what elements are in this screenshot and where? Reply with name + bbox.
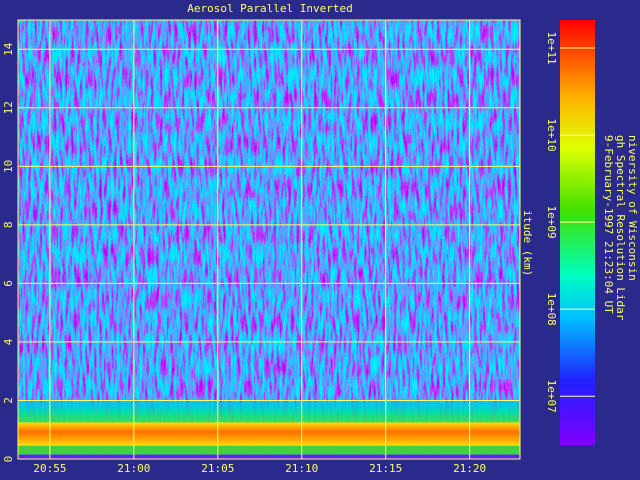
colorbar xyxy=(560,20,595,445)
heatmap-layer xyxy=(18,401,520,423)
x-tick-label: 20:55 xyxy=(33,462,66,475)
heatmap-layer xyxy=(18,422,520,446)
annotation: niversity of Wisconsin xyxy=(626,135,639,281)
colorbar-tick-label: 1e+08 xyxy=(545,293,558,326)
colorbar-tick-label: 1e+11 xyxy=(545,31,558,64)
colorbar-tick-label: 1e+09 xyxy=(545,206,558,239)
y-tick-label: 10 xyxy=(2,160,15,173)
y-axis-label: itude (km) xyxy=(521,210,534,276)
x-tick-label: 21:20 xyxy=(453,462,486,475)
heatmap-texture xyxy=(18,20,520,459)
annotation: 9-February-1997 21:23:04 UT xyxy=(602,135,615,314)
y-tick-label: 6 xyxy=(2,280,15,287)
y-tick-label: 0 xyxy=(2,456,15,463)
x-tick-label: 21:10 xyxy=(285,462,318,475)
colorbar-tick-label: 1e+10 xyxy=(545,119,558,152)
x-tick-label: 21:05 xyxy=(201,462,234,475)
x-tick-label: 21:00 xyxy=(117,462,150,475)
y-tick-label: 12 xyxy=(2,101,15,114)
plot-frame xyxy=(17,19,521,460)
heatmap-layer xyxy=(18,454,520,459)
colorbar-tick-label: 1e+07 xyxy=(545,380,558,413)
y-tick-label: 8 xyxy=(2,222,15,229)
chart-title: Aerosol Parallel Inverted xyxy=(187,2,353,15)
y-tick-label: 4 xyxy=(2,338,15,345)
plot-area xyxy=(18,20,520,459)
y-tick-label: 2 xyxy=(2,397,15,404)
heatmap-layer xyxy=(18,445,520,455)
x-tick-label: 21:15 xyxy=(369,462,402,475)
annotation: gh Spectral Resolution Lidar xyxy=(614,135,627,321)
y-tick-label: 14 xyxy=(2,42,15,56)
